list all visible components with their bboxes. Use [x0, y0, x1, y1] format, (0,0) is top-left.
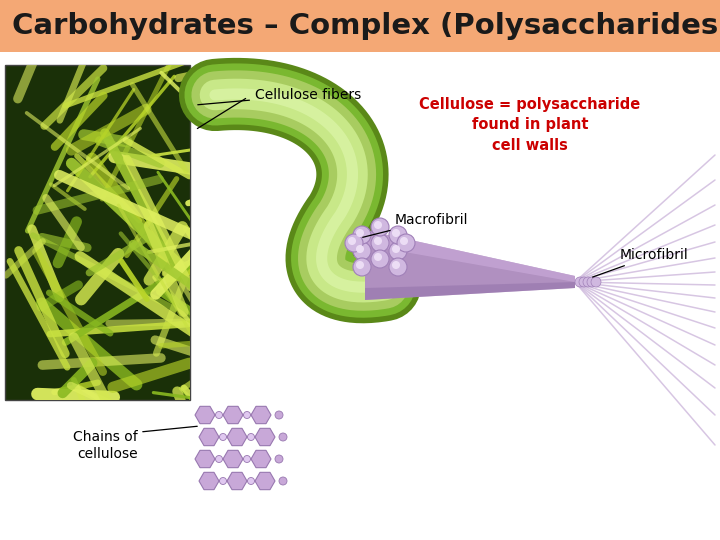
- Text: cellulose: cellulose: [77, 447, 138, 461]
- Polygon shape: [255, 472, 275, 490]
- Circle shape: [356, 261, 364, 269]
- Polygon shape: [199, 472, 219, 490]
- FancyBboxPatch shape: [5, 65, 190, 400]
- Circle shape: [348, 237, 356, 245]
- Circle shape: [392, 229, 400, 237]
- Circle shape: [353, 242, 371, 260]
- Circle shape: [587, 277, 597, 287]
- Circle shape: [248, 477, 254, 484]
- Circle shape: [371, 250, 389, 268]
- Polygon shape: [199, 428, 219, 446]
- Circle shape: [353, 258, 371, 276]
- Polygon shape: [195, 406, 215, 424]
- Circle shape: [243, 456, 251, 462]
- Circle shape: [579, 277, 589, 287]
- Polygon shape: [227, 428, 247, 446]
- Polygon shape: [365, 230, 575, 300]
- Circle shape: [392, 261, 400, 269]
- Polygon shape: [195, 450, 215, 468]
- Circle shape: [591, 277, 601, 287]
- Circle shape: [215, 456, 222, 462]
- Circle shape: [575, 277, 585, 287]
- Circle shape: [356, 229, 364, 237]
- Circle shape: [400, 237, 408, 245]
- Circle shape: [389, 242, 407, 260]
- Text: Macrofibril: Macrofibril: [363, 213, 469, 237]
- Circle shape: [279, 433, 287, 441]
- Text: Carbohydrates – Complex (Polysaccharides): Carbohydrates – Complex (Polysaccharides…: [12, 12, 720, 40]
- Circle shape: [371, 234, 389, 252]
- Text: Chains of: Chains of: [73, 430, 138, 444]
- Circle shape: [389, 226, 407, 244]
- Circle shape: [220, 434, 227, 441]
- Circle shape: [392, 245, 400, 253]
- Polygon shape: [223, 450, 243, 468]
- Circle shape: [275, 455, 283, 463]
- Circle shape: [275, 411, 283, 419]
- Circle shape: [220, 477, 227, 484]
- Circle shape: [279, 477, 287, 485]
- Circle shape: [345, 234, 363, 252]
- Circle shape: [374, 221, 382, 229]
- Circle shape: [389, 258, 407, 276]
- Circle shape: [371, 218, 389, 236]
- Text: cell walls: cell walls: [492, 138, 568, 152]
- Circle shape: [397, 234, 415, 252]
- Polygon shape: [251, 450, 271, 468]
- Circle shape: [356, 245, 364, 253]
- Polygon shape: [223, 406, 243, 424]
- Polygon shape: [365, 282, 575, 300]
- Polygon shape: [255, 428, 275, 446]
- Polygon shape: [365, 230, 575, 282]
- Circle shape: [215, 411, 222, 418]
- Polygon shape: [251, 406, 271, 424]
- Text: found in plant: found in plant: [472, 118, 588, 132]
- FancyBboxPatch shape: [0, 0, 720, 52]
- Text: Cellulose fibers: Cellulose fibers: [198, 88, 361, 105]
- Circle shape: [243, 411, 251, 418]
- Circle shape: [374, 253, 382, 261]
- Polygon shape: [227, 472, 247, 490]
- Text: Cellulose = polysaccharide: Cellulose = polysaccharide: [419, 98, 641, 112]
- Circle shape: [353, 226, 371, 244]
- Circle shape: [374, 237, 382, 245]
- Circle shape: [583, 277, 593, 287]
- Text: Microfibril: Microfibril: [593, 248, 689, 277]
- Circle shape: [248, 434, 254, 441]
